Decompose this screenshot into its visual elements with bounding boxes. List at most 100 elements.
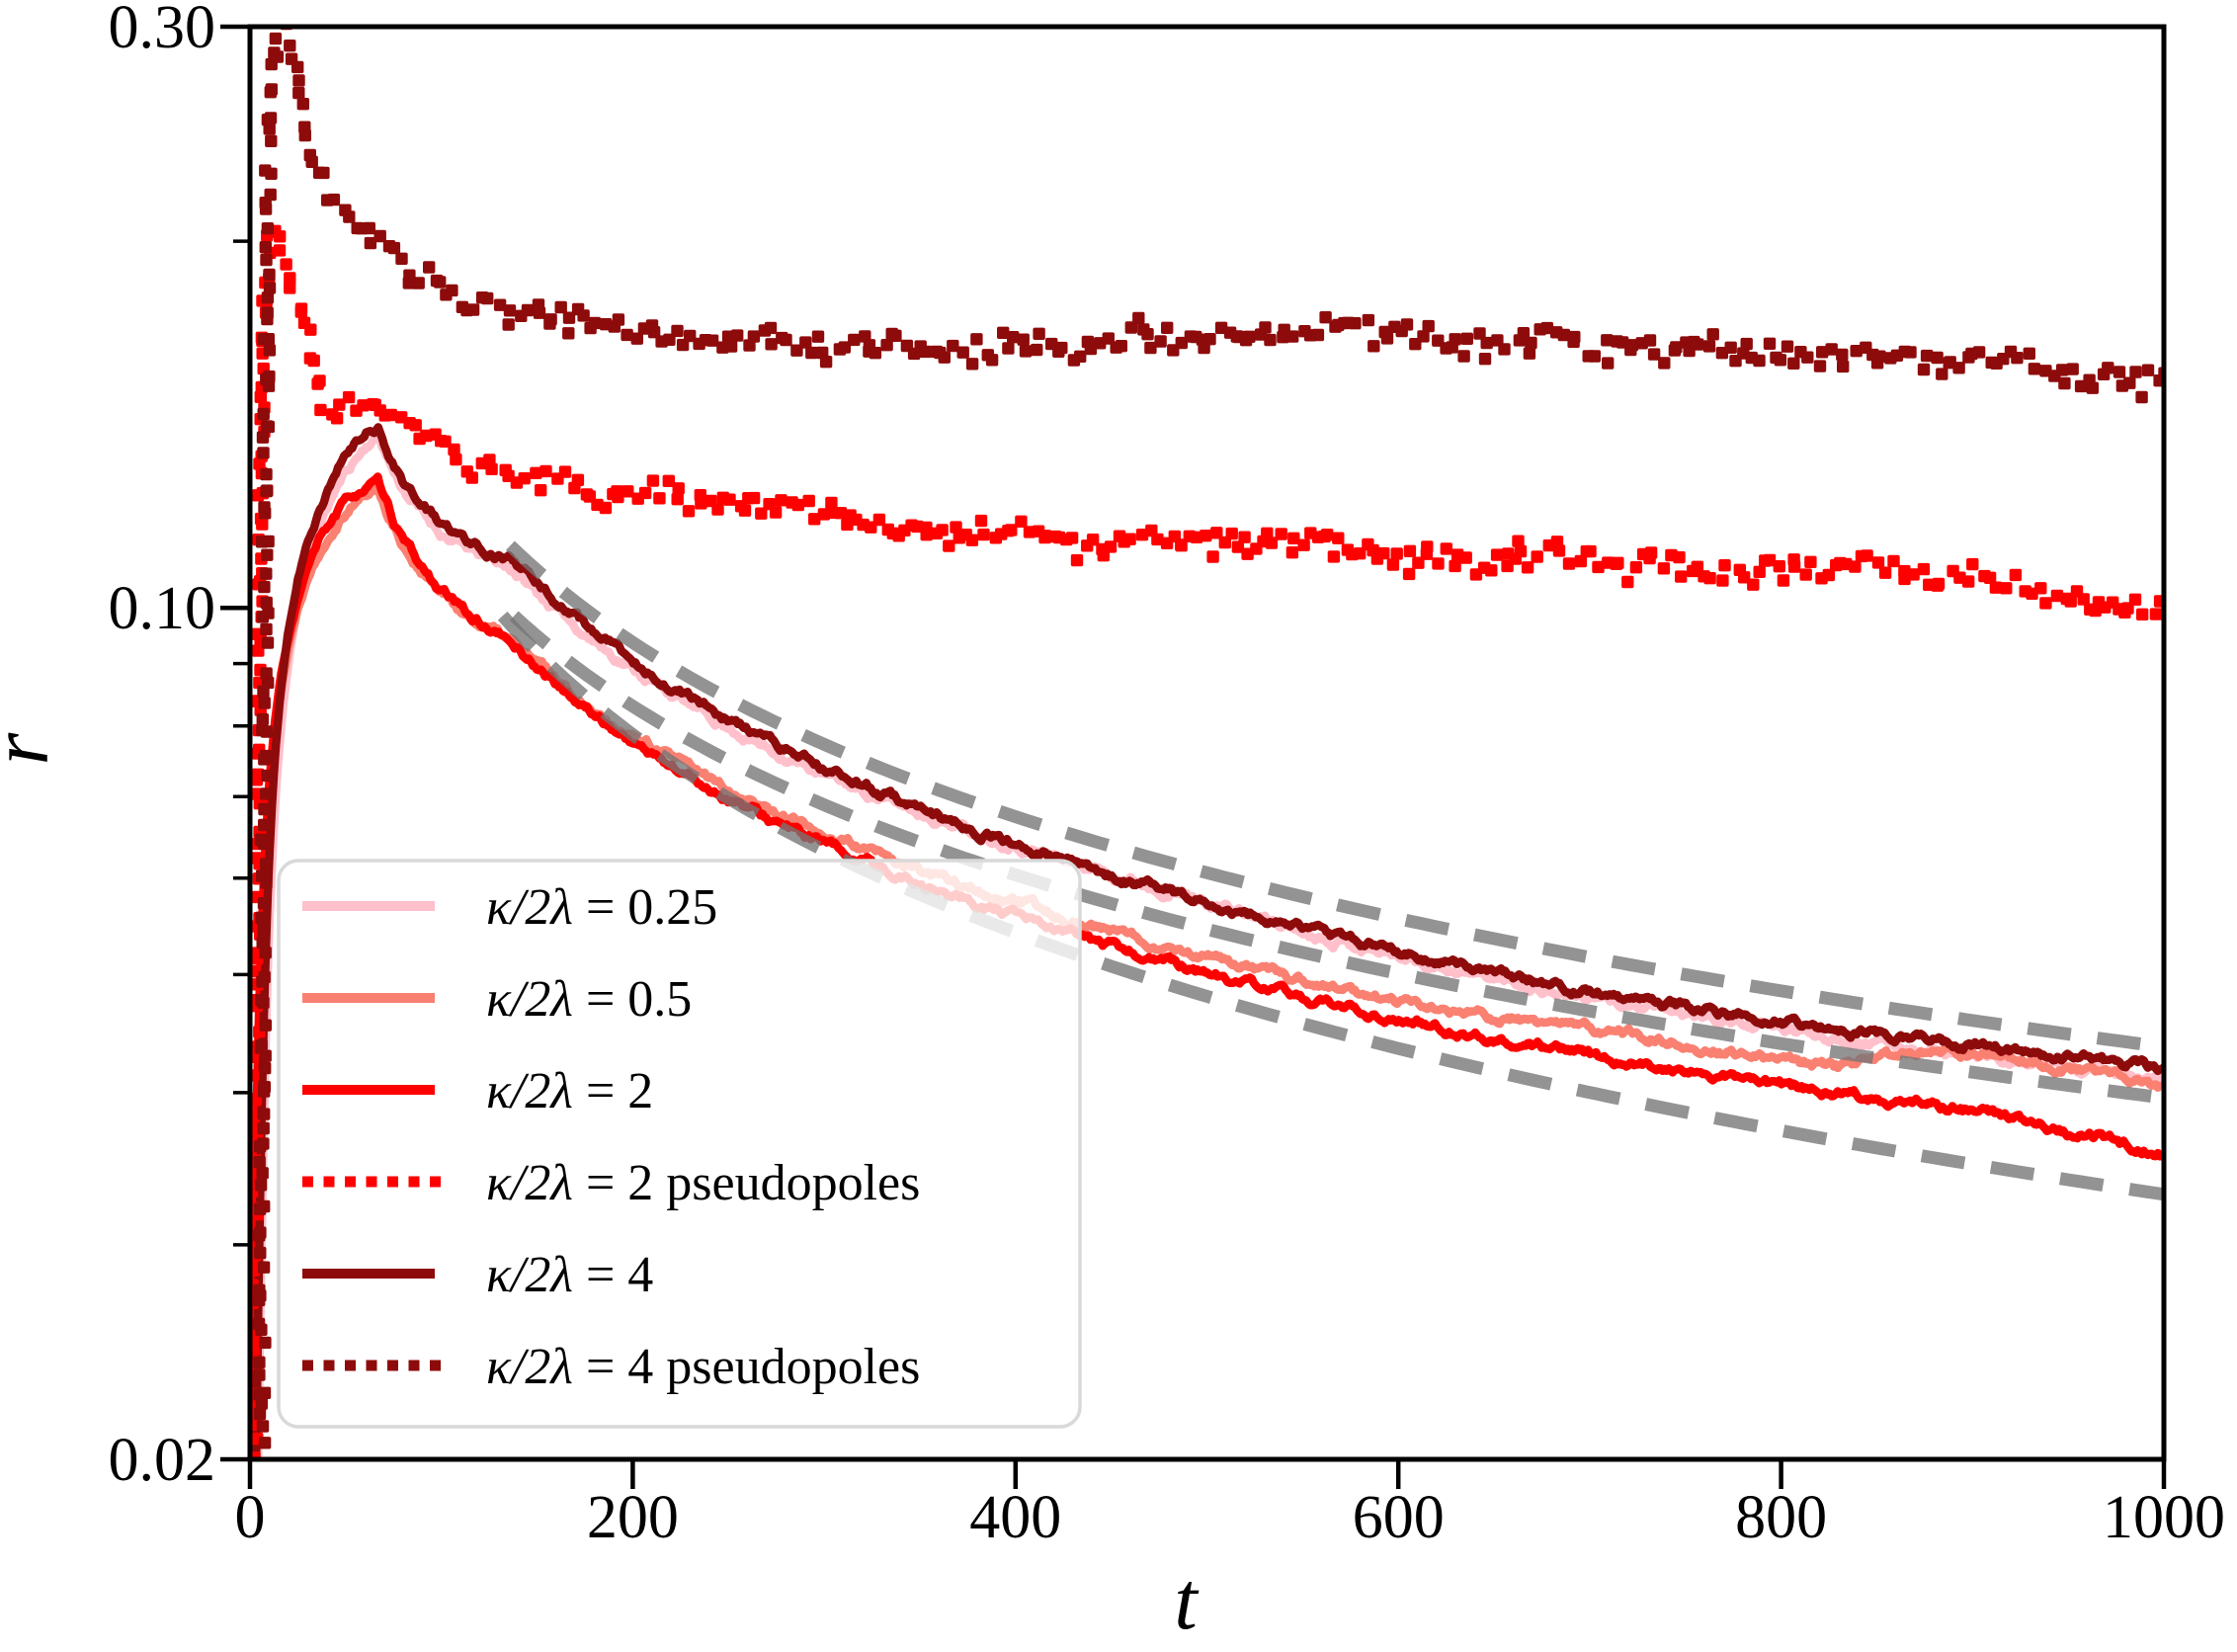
data-dot	[630, 332, 643, 345]
data-dot	[1740, 337, 1753, 351]
data-dot	[465, 471, 478, 484]
data-dot	[1531, 550, 1543, 563]
data-dot	[1490, 548, 1504, 561]
data-dot	[483, 454, 496, 466]
data-dot	[1478, 353, 1492, 366]
data-dot	[254, 390, 267, 403]
data-dot	[2086, 381, 2099, 394]
data-dot	[258, 501, 271, 514]
data-dot	[1904, 346, 1917, 359]
data-dot	[808, 513, 821, 526]
data-dot	[920, 529, 933, 541]
data-dot	[1647, 348, 1661, 361]
legend-item-kappa-4: κ/2λ = 4	[302, 1247, 653, 1303]
data-dot	[263, 344, 277, 357]
data-dot	[262, 607, 275, 620]
data-dot	[671, 324, 684, 338]
data-dot	[1440, 542, 1452, 555]
data-dot	[256, 723, 269, 737]
data-dot	[1753, 354, 1766, 368]
data-dot	[1932, 577, 1946, 591]
legend-swatch-dot	[387, 1360, 398, 1371]
data-dot	[259, 1336, 272, 1350]
data-dot	[1002, 342, 1015, 355]
data-dot	[1432, 557, 1445, 570]
data-dot	[558, 465, 572, 478]
data-dot	[265, 83, 278, 96]
data-dot	[889, 329, 902, 342]
data-dot	[260, 485, 273, 498]
data-dot	[262, 535, 275, 548]
data-dot	[2066, 363, 2079, 375]
legend-swatch-dot	[387, 1176, 398, 1188]
data-dot	[330, 412, 344, 425]
data-dot	[258, 697, 271, 709]
data-dot	[1349, 317, 1362, 330]
data-dot	[621, 328, 633, 342]
data-dot	[317, 166, 330, 180]
data-dot	[258, 1386, 272, 1399]
legend: κ/2λ = 0.25 κ/2λ = 0.5 κ/2λ = 2 κ/2λ = 2 ps…	[277, 859, 1082, 1429]
data-dot	[305, 155, 318, 168]
data-dot	[588, 316, 601, 330]
legend-swatch-dot	[408, 1360, 420, 1371]
data-dot	[271, 50, 285, 63]
data-dot	[805, 346, 818, 360]
fit-kappa-4-dashed-line	[505, 540, 2164, 1054]
data-dot	[1074, 350, 1087, 363]
data-dot	[825, 496, 838, 510]
data-dot	[2011, 352, 2024, 365]
data-dot	[2023, 347, 2035, 360]
data-dot	[1878, 566, 1892, 579]
data-dot	[257, 897, 271, 910]
data-dot	[255, 911, 268, 924]
data-dot	[765, 338, 778, 351]
data-dot	[261, 306, 274, 319]
data-dot	[255, 869, 269, 882]
data-dot	[791, 498, 804, 512]
data-dot	[1286, 330, 1299, 343]
data-dot	[1259, 321, 1272, 334]
data-dot	[307, 354, 320, 368]
data-dot	[264, 188, 277, 202]
data-dot	[250, 947, 261, 959]
data-dot	[395, 252, 408, 265]
legend-swatch-dot	[302, 1176, 313, 1188]
data-dot	[1658, 357, 1671, 370]
legend-item-kappa-0.5: κ/2λ = 0.5	[302, 971, 692, 1028]
data-dot	[257, 407, 270, 421]
data-dot	[970, 333, 983, 346]
data-dot	[304, 323, 317, 336]
data-dot	[2102, 362, 2114, 374]
data-dot	[695, 497, 707, 510]
data-dot	[2135, 390, 2148, 404]
data-dot	[1031, 343, 1043, 357]
data-dot	[1799, 568, 1812, 581]
data-dot	[259, 1019, 272, 1032]
x-tick-label: 600	[1353, 1484, 1445, 1551]
data-dot	[1161, 321, 1174, 334]
data-dot	[1449, 333, 1461, 346]
data-dot	[2136, 608, 2149, 620]
data-dot	[1275, 528, 1287, 540]
data-dot	[314, 403, 327, 417]
data-dot	[253, 1283, 266, 1296]
data-dot	[291, 60, 304, 74]
data-dot	[621, 485, 634, 498]
legend-item-kappa-4-pp: κ/2λ = 4 pseudopoles	[302, 1339, 920, 1395]
data-dot	[260, 622, 273, 636]
data-dot	[985, 354, 999, 367]
data-dot	[1154, 335, 1167, 348]
data-dot	[327, 193, 341, 206]
data-dot	[755, 507, 768, 520]
data-dot	[263, 370, 276, 383]
data-dot	[1005, 524, 1018, 537]
data-dot	[1038, 530, 1051, 542]
data-dot	[261, 769, 274, 783]
legend-label: κ/2λ = 2	[486, 1063, 653, 1119]
data-dot	[250, 965, 261, 978]
legend-label: κ/2λ = 4	[486, 1247, 653, 1303]
data-dot	[1773, 560, 1785, 573]
data-dot	[1644, 546, 1658, 559]
